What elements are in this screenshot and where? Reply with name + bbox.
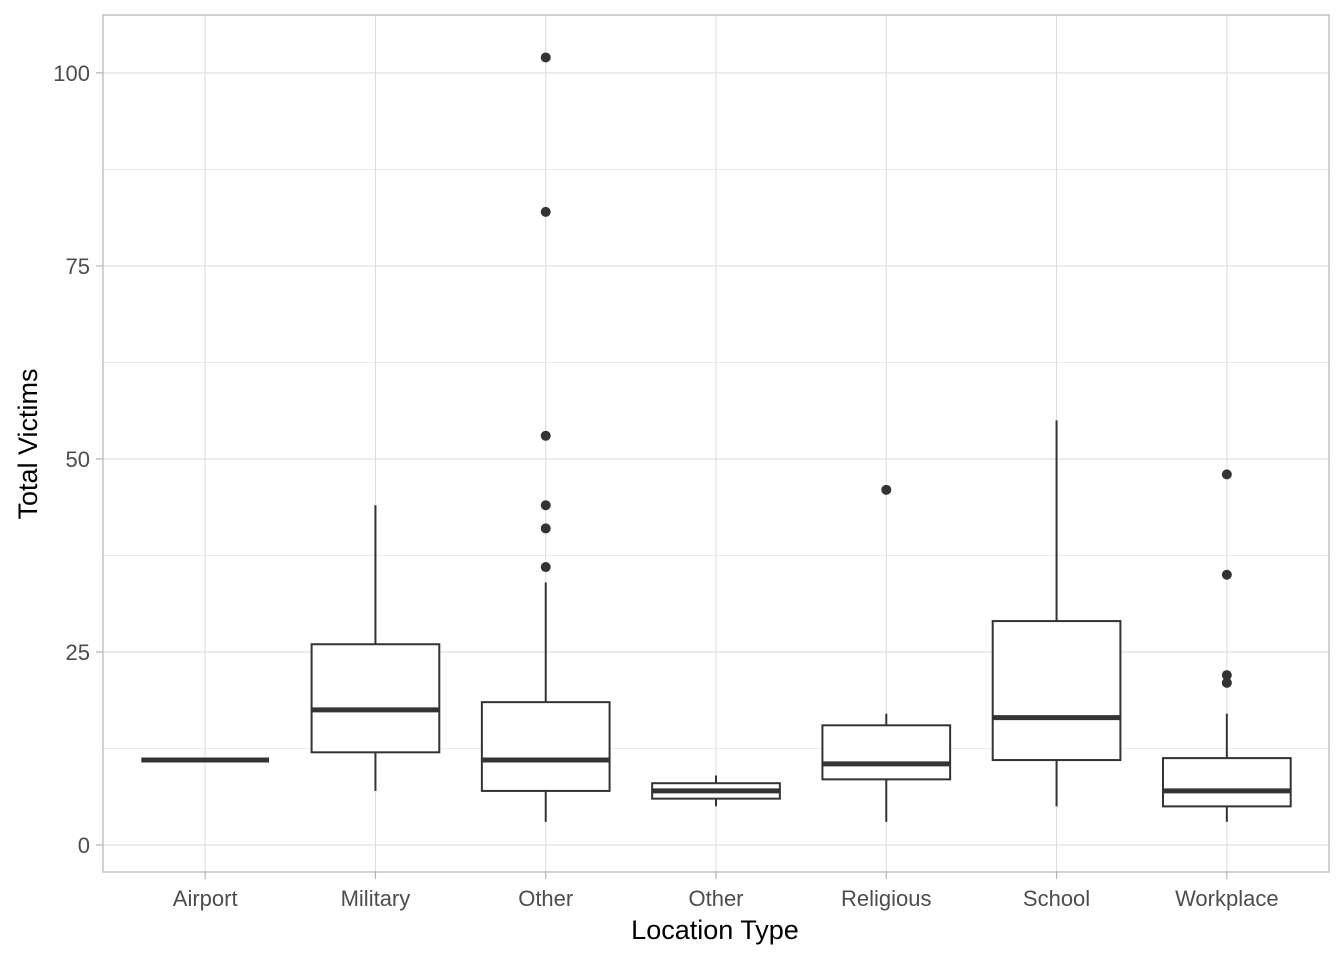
iqr-box [821,724,952,781]
y-tick-label: 100 [53,61,90,86]
outlier-point [540,500,551,511]
box-other [651,775,781,807]
x-axis-title: Location Type [631,915,799,945]
box-military [310,505,441,791]
outlier-point [1221,469,1232,480]
box-other [480,52,611,822]
x-tick-label: Religious [841,886,932,911]
box-religious [821,484,952,822]
iqr-box [991,620,1122,762]
outlier-point [540,430,551,441]
x-axis-ticks: Airport Military Other Other Religious School… [173,872,1279,911]
iqr-box [310,643,441,754]
y-axis-ticks: 0 25 50 75 100 [53,61,103,858]
y-tick-label: 50 [66,447,90,472]
outlier-point [1221,670,1232,681]
y-tick-label: 25 [66,640,90,665]
iqr-box [480,701,611,792]
outlier-point [540,52,551,63]
x-tick-label: Airport [173,886,238,911]
x-tick-label: Other [518,886,573,911]
outlier-point [540,562,551,573]
y-axis-title: Total Victims [13,368,43,519]
outlier-point [540,523,551,534]
x-tick-label: School [1023,886,1090,911]
box-school [991,420,1122,807]
y-tick-label: 0 [78,833,90,858]
x-tick-label: Workplace [1175,886,1279,911]
outlier-point [540,206,551,217]
box-series [141,52,1292,822]
iqr-box [1161,757,1292,808]
x-tick-label: Other [688,886,743,911]
outlier-point [1221,677,1232,688]
x-tick-label: Military [341,886,411,911]
y-tick-label: 75 [66,254,90,279]
outlier-point [881,484,892,495]
outlier-point [1221,569,1232,580]
box-workplace [1161,469,1292,822]
